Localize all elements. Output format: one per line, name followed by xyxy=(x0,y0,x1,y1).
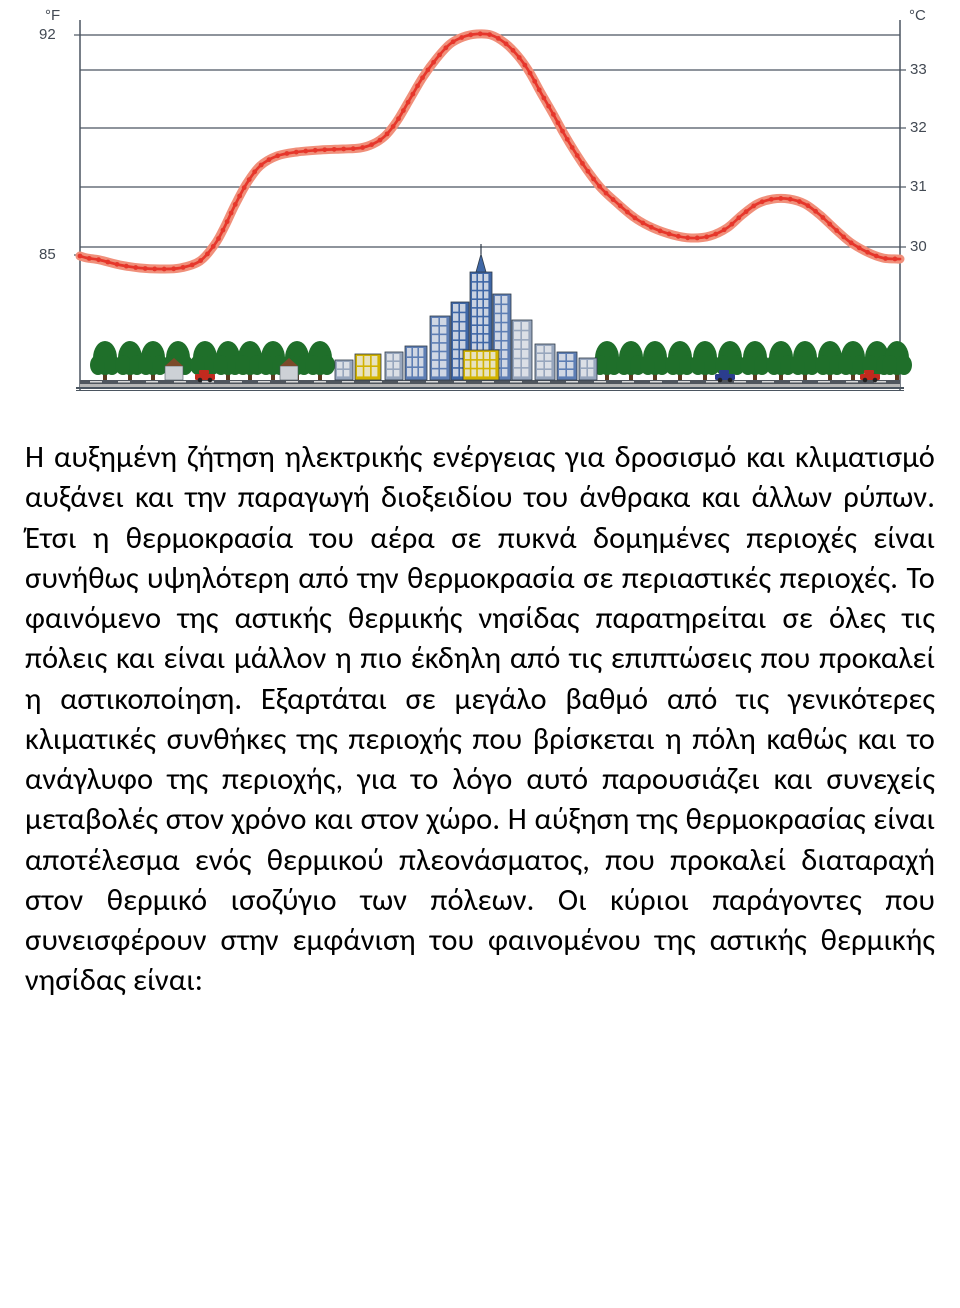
axis-right-tick-30: 30 xyxy=(910,238,927,255)
axis-right-tick-31: 31 xyxy=(910,178,927,195)
axis-left-tick-85: 85 xyxy=(39,246,56,263)
axis-left-tick-92: 92 xyxy=(39,26,56,43)
urban-heat-island-chart: °F °C 92 85 33 32 31 30 xyxy=(25,0,935,400)
axis-right-tick-33: 33 xyxy=(910,61,927,78)
body-paragraph: Η αυξημένη ζήτηση ηλεκτρικής ενέργειας γ… xyxy=(25,438,935,1002)
axis-right-tick-32: 32 xyxy=(910,119,927,136)
axis-left-title: °F xyxy=(45,7,60,24)
chart-svg xyxy=(25,0,935,400)
page: °F °C 92 85 33 32 31 30 Η αυξημένη ζήτησ… xyxy=(0,0,960,1022)
axis-right-title: °C xyxy=(909,7,926,24)
